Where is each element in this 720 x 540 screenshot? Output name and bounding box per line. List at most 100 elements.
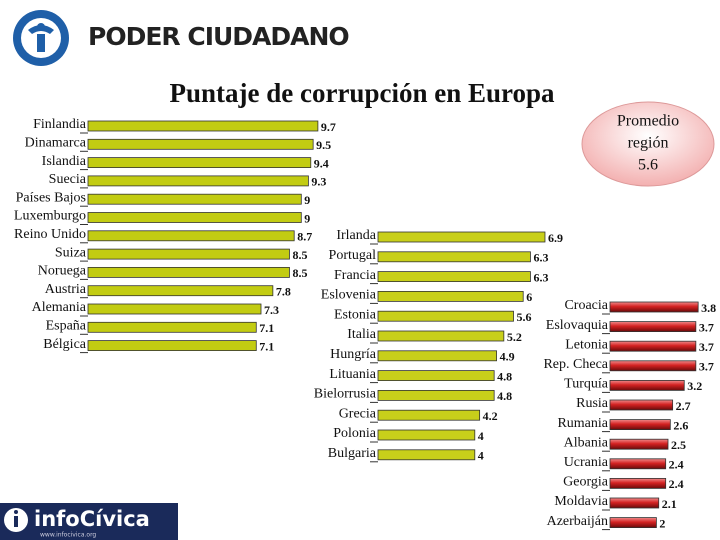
value-label: 7.1 [259,339,274,353]
bar [609,340,697,352]
value-label: 9.5 [316,138,331,152]
bar [609,399,674,411]
value-label: 7.1 [259,321,274,335]
category-label: Rep. Checa [543,357,608,372]
value-label: 8.7 [297,230,312,244]
bar [87,321,257,333]
bar [377,370,495,382]
category-label: Bielorrusia [314,387,377,402]
value-label: 2.1 [662,497,677,511]
category-label: Países Bajos [16,190,86,205]
category-label: Suecia [49,172,87,187]
bar [609,360,697,372]
bar [377,409,481,421]
value-label: 3.2 [687,379,702,393]
callout-value: 5.6 [638,157,658,174]
bar [609,379,685,391]
category-label: Bulgaria [328,446,377,461]
bar [377,251,531,263]
category-label: Italia [347,327,377,342]
category-label: Luxemburgo [14,209,86,224]
bar [609,301,699,313]
callout-text: Promedio [617,113,679,130]
bar [377,330,505,342]
logo [13,10,69,66]
category-label: Azerbaiján [547,514,608,529]
value-label: 8.5 [292,266,307,280]
bar [87,157,312,169]
value-label: 5.2 [507,330,522,344]
footer-url: www.infocivica.org [40,532,96,539]
bar [609,321,697,333]
category-label: Portugal [329,248,377,263]
category-label: Eslovaquia [546,318,609,333]
bar [377,449,476,461]
value-label: 4.9 [500,350,515,364]
value-label: 3.7 [699,340,714,354]
bar [87,212,302,223]
category-label: Turquía [564,377,609,392]
bar [377,429,476,441]
bar [609,477,667,489]
bar [609,438,669,450]
bar [87,266,290,278]
value-label: 9 [304,193,310,207]
value-label: 3.7 [699,320,714,334]
bar [609,517,657,528]
value-label: 7.3 [264,303,279,317]
bar [87,248,290,260]
category-label: Rumania [557,416,608,431]
value-label: 4 [478,429,484,443]
bar [609,497,660,509]
bar [377,271,531,283]
value-label: 4 [478,449,484,463]
value-label: 9.4 [314,156,329,170]
bar [87,303,262,315]
bar [609,419,671,431]
category-label: Eslovenia [321,288,377,303]
category-label: España [46,319,87,334]
bar [87,175,309,187]
bar [87,230,295,242]
bar [377,231,546,243]
category-label: Reino Unido [14,227,86,242]
bar [87,285,274,297]
value-label: 6 [526,290,532,304]
organization: PODER CIUDADANO [88,22,349,51]
category-label: Albania [564,435,609,450]
value-label: 5.6 [517,310,532,324]
category-label: Grecia [339,406,377,421]
bar [87,138,314,150]
value-label: 9.3 [311,175,326,189]
bar [87,193,302,205]
callout-text: región [628,135,669,152]
bar [609,458,667,470]
footer-brand: infoCívica [34,507,150,531]
category-label: Rusia [576,396,609,411]
category-label: Islandia [42,154,87,169]
value-label: 4.8 [497,369,512,383]
category-label: Ucrania [564,455,609,470]
category-label: Dinamarca [25,136,87,151]
value-label: 3.8 [701,301,716,315]
category-label: Letonia [565,337,609,352]
category-label: Alemania [32,300,87,315]
category-label: Austria [45,282,87,297]
bar [377,350,497,362]
value-label: 7.8 [276,284,291,298]
value-label: 6.9 [548,231,563,245]
bar [87,340,257,352]
category-label: Bélgica [43,337,87,352]
chart-title: Puntaje de corrupción en Europa [169,78,555,108]
category-label: Georgia [563,475,609,490]
value-label: 6.3 [533,270,548,284]
value-label: 9 [304,211,310,225]
category-label: Noruega [38,264,87,279]
value-label: 2.5 [671,438,686,452]
callout-bubble [581,101,715,187]
value-label: 2.4 [669,477,684,491]
category-label: Francia [334,268,377,283]
value-label: 2 [659,516,665,530]
